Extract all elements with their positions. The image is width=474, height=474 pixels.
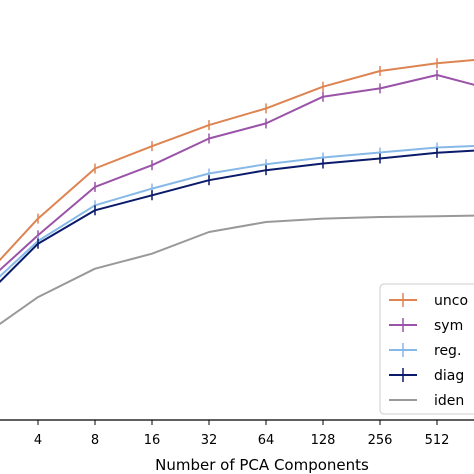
x-tick-label: 16 <box>144 433 161 448</box>
series-unco <box>0 58 474 262</box>
series-reg <box>0 142 474 278</box>
legend-item: sym <box>389 318 463 334</box>
legend-item: unco <box>389 293 468 309</box>
legend-label: sym <box>434 318 463 334</box>
x-tick-label: 4 <box>34 433 42 448</box>
x-tick-label: 64 <box>258 433 275 448</box>
series-line <box>0 144 474 278</box>
series-line <box>0 214 474 326</box>
legend-label: unco <box>434 293 468 309</box>
x-tick-label: 512 <box>425 433 450 448</box>
legend-label: iden <box>434 393 464 409</box>
series-sym <box>0 70 474 272</box>
legend-label: reg. <box>434 343 461 359</box>
legend-item: iden <box>389 393 464 409</box>
x-tick-label: 256 <box>368 433 393 448</box>
series-layer <box>0 58 474 326</box>
x-axis: 481632641282565121 <box>0 419 474 448</box>
x-tick-label: 128 <box>311 433 336 448</box>
series-line <box>0 149 474 283</box>
series-line <box>0 74 474 272</box>
x-axis-label: Number of PCA Components <box>155 456 369 474</box>
legend: unco sym reg. diag iden <box>379 283 474 415</box>
legend-item: diag <box>389 368 464 384</box>
series-diag <box>0 147 474 283</box>
series-line <box>0 59 474 262</box>
legend-item: reg. <box>389 343 461 359</box>
x-tick-label: 8 <box>91 433 99 448</box>
series-iden <box>0 214 474 326</box>
legend-label: diag <box>434 368 464 384</box>
x-tick-label: 32 <box>201 433 218 448</box>
